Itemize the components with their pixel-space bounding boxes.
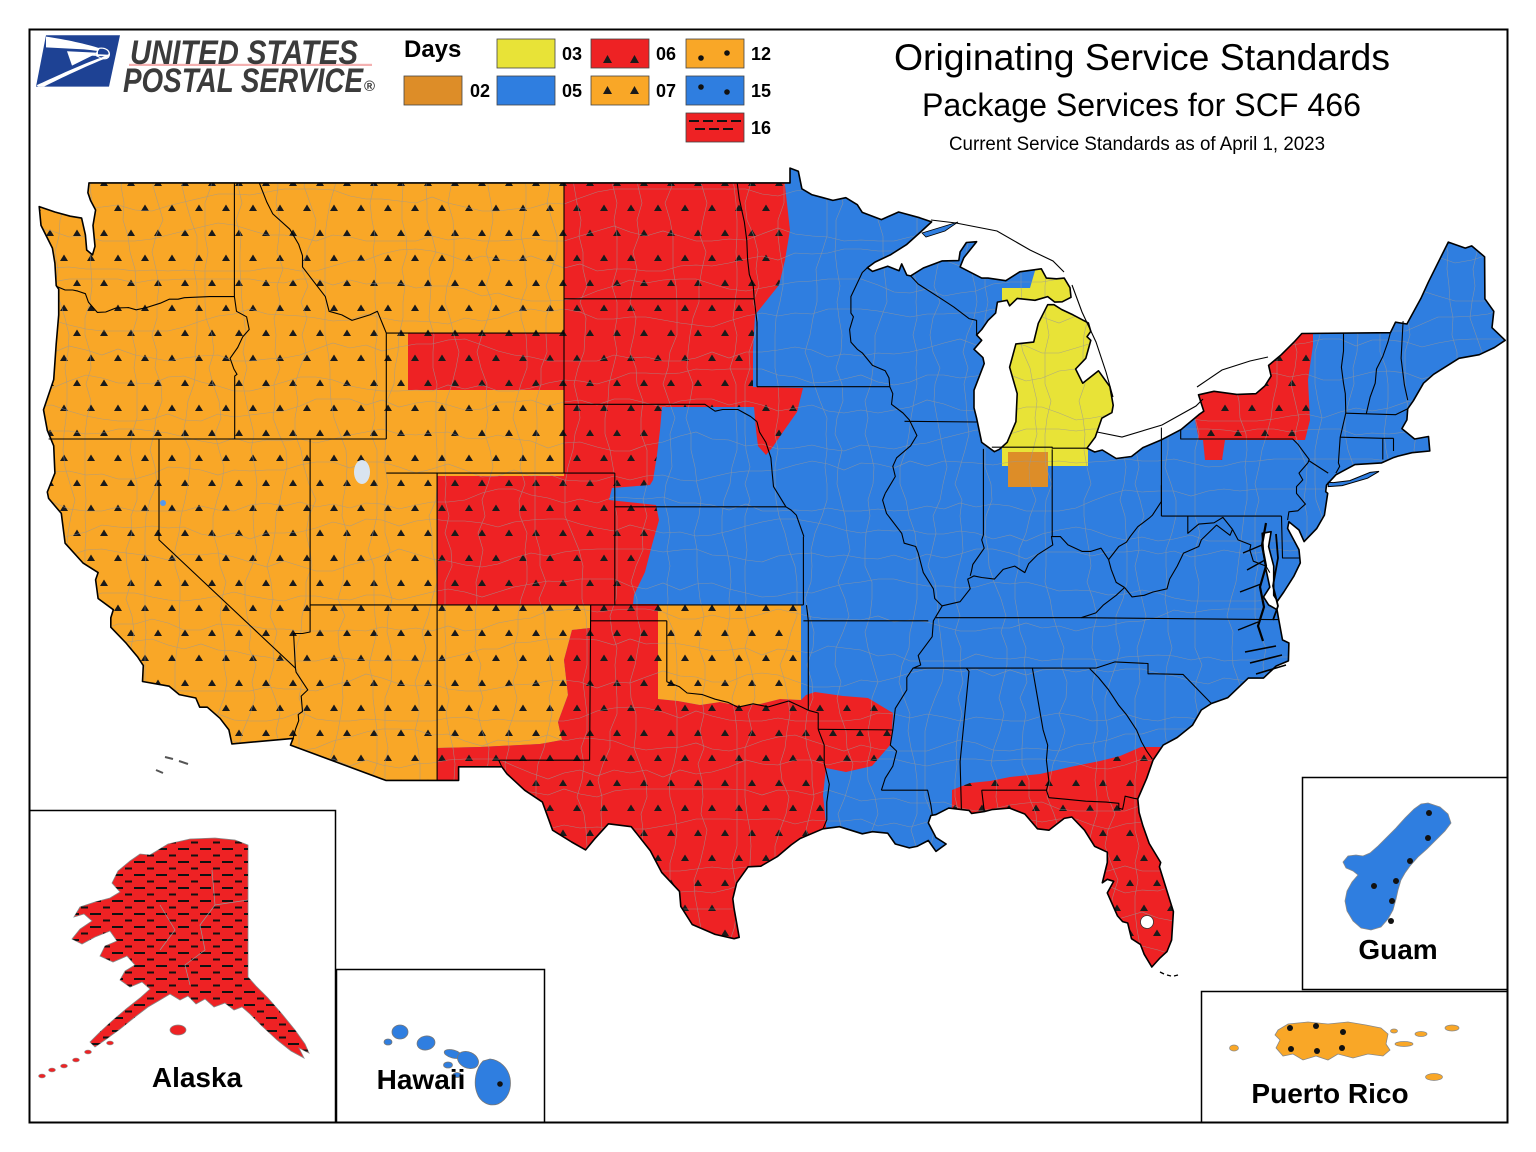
- svg-text:15: 15: [751, 81, 771, 101]
- svg-text:05: 05: [562, 81, 582, 101]
- svg-text:Originating Service Standards: Originating Service Standards: [894, 37, 1390, 78]
- svg-text:POSTAL SERVICE: POSTAL SERVICE: [123, 62, 364, 100]
- svg-text:Hawaii: Hawaii: [377, 1064, 466, 1095]
- svg-text:Current Service Standards as o: Current Service Standards as of April 1,…: [949, 133, 1325, 155]
- svg-text:Puerto Rico: Puerto Rico: [1251, 1078, 1408, 1109]
- svg-text:Days: Days: [404, 36, 461, 63]
- svg-text:03: 03: [562, 44, 582, 64]
- svg-text:®: ®: [364, 78, 375, 95]
- svg-text:Guam: Guam: [1358, 934, 1437, 965]
- svg-text:12: 12: [751, 44, 771, 64]
- svg-text:07: 07: [656, 81, 676, 101]
- svg-text:Alaska: Alaska: [152, 1062, 243, 1093]
- svg-text:02: 02: [470, 81, 490, 101]
- svg-text:06: 06: [656, 44, 676, 64]
- svg-text:Package Services for SCF 466: Package Services for SCF 466: [922, 87, 1361, 123]
- svg-text:16: 16: [751, 118, 771, 138]
- svg-text:UNITED STATES: UNITED STATES: [130, 34, 358, 72]
